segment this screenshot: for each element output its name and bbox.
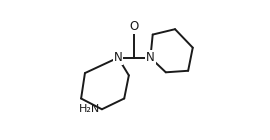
Text: O: O — [129, 20, 139, 33]
Text: N: N — [146, 51, 155, 64]
Text: N: N — [114, 51, 122, 64]
Text: H₂N: H₂N — [79, 104, 100, 114]
